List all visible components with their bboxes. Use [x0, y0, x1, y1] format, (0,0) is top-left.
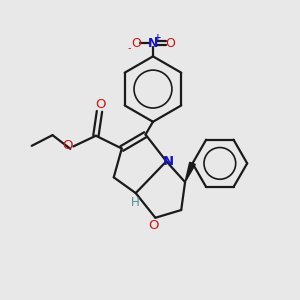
- Text: N: N: [148, 37, 158, 50]
- Text: O: O: [131, 37, 141, 50]
- Text: O: O: [148, 219, 159, 232]
- Text: O: O: [165, 37, 175, 50]
- Text: O: O: [62, 139, 73, 152]
- Text: N: N: [162, 155, 173, 168]
- Text: O: O: [95, 98, 105, 111]
- Text: +: +: [154, 33, 162, 42]
- Text: -: -: [128, 44, 131, 53]
- Text: H: H: [131, 196, 140, 209]
- Polygon shape: [185, 162, 195, 182]
